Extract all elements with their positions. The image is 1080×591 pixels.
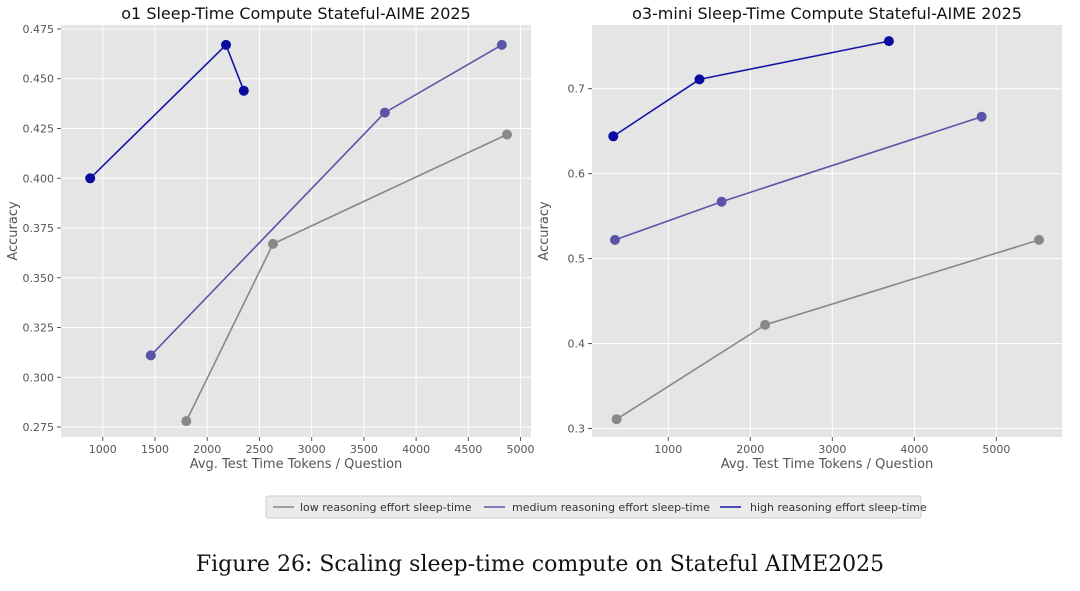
data-point [611, 414, 622, 425]
legend-label: medium reasoning effort sleep-time [512, 501, 710, 514]
data-point [716, 196, 727, 207]
x-tick-label: 3500 [350, 443, 378, 456]
chart-title: o1 Sleep-Time Compute Stateful-AIME 2025 [121, 4, 470, 23]
data-point [760, 319, 771, 330]
y-tick-label: 0.3 [568, 423, 586, 436]
y-tick-label: 0.5 [568, 253, 586, 266]
x-tick-label: 4000 [402, 443, 430, 456]
y-tick-label: 0.425 [23, 122, 55, 135]
x-tick-label: 1000 [89, 443, 117, 456]
y-tick-label: 0.400 [23, 172, 55, 185]
y-tick-label: 0.300 [23, 371, 55, 384]
plot-background [592, 25, 1062, 437]
y-tick-label: 0.6 [568, 168, 586, 181]
data-point [181, 416, 192, 427]
x-tick-label: 3000 [818, 443, 846, 456]
y-tick-label: 0.7 [568, 83, 586, 96]
x-tick-label: 1000 [654, 443, 682, 456]
legend-label: low reasoning effort sleep-time [300, 501, 472, 514]
x-tick-label: 3000 [298, 443, 326, 456]
x-tick-label: 2000 [193, 443, 221, 456]
y-tick-label: 0.275 [23, 421, 55, 434]
data-point [610, 234, 620, 245]
legend-label: high reasoning effort sleep-time [750, 501, 927, 514]
legend: low reasoning effort sleep-time medium re… [265, 495, 927, 519]
data-point [883, 36, 894, 47]
data-point [502, 129, 512, 140]
data-point [379, 107, 390, 118]
x-tick-label: 2500 [245, 443, 273, 456]
x-tick-label: 4000 [900, 443, 928, 456]
y-tick-label: 0.325 [23, 322, 55, 335]
y-axis-label: Accuracy [6, 201, 21, 261]
y-tick-label: 0.4 [568, 338, 586, 351]
x-tick-label: 1500 [141, 443, 169, 456]
data-point [976, 111, 987, 122]
chart-1: 1000 1500 2000 2500 3000 3500 4000 4500 5000 0.27… [6, 4, 535, 472]
y-tick-label: 0.350 [23, 272, 55, 285]
data-point [221, 39, 231, 50]
y-tick-label: 0.375 [23, 222, 55, 235]
data-point [268, 238, 278, 249]
data-point [85, 173, 96, 184]
legend-box [265, 495, 922, 519]
x-axis-label: Avg. Test Time Tokens / Question [721, 457, 934, 472]
y-axis-label: Accuracy [537, 201, 552, 261]
data-point [1034, 234, 1044, 245]
data-point [145, 350, 156, 361]
chart-2: 1000 2000 3000 4000 5000 0.3 0.4 0.5 0.6 0.7 o3-mi… [537, 4, 1062, 472]
y-tick-label: 0.450 [23, 73, 55, 86]
data-point [694, 74, 705, 85]
x-axis-label: Avg. Test Time Tokens / Question [190, 457, 403, 472]
x-tick-label: 4500 [454, 443, 482, 456]
x-tick-label: 2000 [736, 443, 764, 456]
x-tick-label: 5000 [982, 443, 1010, 456]
data-point [238, 85, 249, 96]
data-point [496, 39, 507, 50]
plot-background [61, 25, 531, 437]
x-tick-label: 5000 [507, 443, 535, 456]
data-point [608, 131, 619, 142]
y-tick-label: 0.475 [23, 23, 55, 36]
figure-caption: Figure 26: Scaling sleep-time compute on… [195, 552, 885, 577]
chart-title: o3-mini Sleep-Time Compute Stateful-AIME… [632, 4, 1022, 23]
figure-canvas: 1000 1500 2000 2500 3000 3500 4000 4500 5000 0.27… [6, 4, 1062, 519]
